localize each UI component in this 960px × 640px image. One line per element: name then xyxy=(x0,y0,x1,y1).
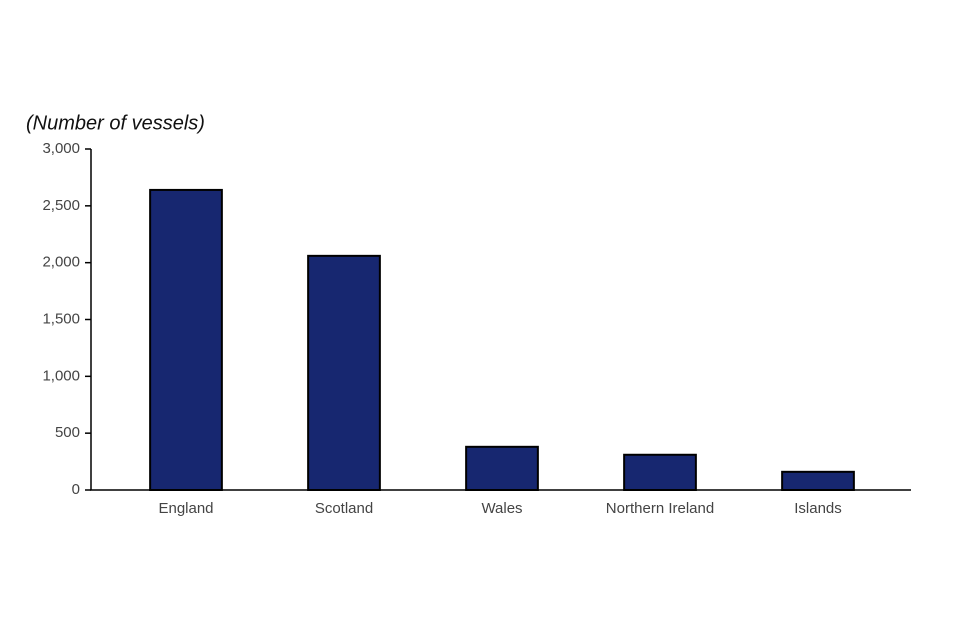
y-tick-label: 1,000 xyxy=(42,367,80,384)
x-tick-label: Scotland xyxy=(315,500,373,517)
x-tick-label: England xyxy=(158,500,213,517)
y-axis-label: (Number of vessels) xyxy=(26,112,205,134)
bar xyxy=(781,470,855,491)
bar xyxy=(623,453,697,492)
y-tick-label: 2,500 xyxy=(42,197,80,214)
bar xyxy=(307,254,381,491)
y-tick-label: 2,000 xyxy=(42,254,80,271)
x-tick-label: Wales xyxy=(481,500,522,517)
bar xyxy=(149,188,223,491)
y-tick-label: 500 xyxy=(55,424,80,441)
y-tick-label: 0 xyxy=(72,481,80,498)
y-tick-label: 1,500 xyxy=(42,310,80,327)
y-tick-label: 3,000 xyxy=(42,140,80,157)
x-tick-label: Northern Ireland xyxy=(606,500,714,517)
x-tick-label: Islands xyxy=(794,500,842,517)
bar xyxy=(465,445,539,492)
